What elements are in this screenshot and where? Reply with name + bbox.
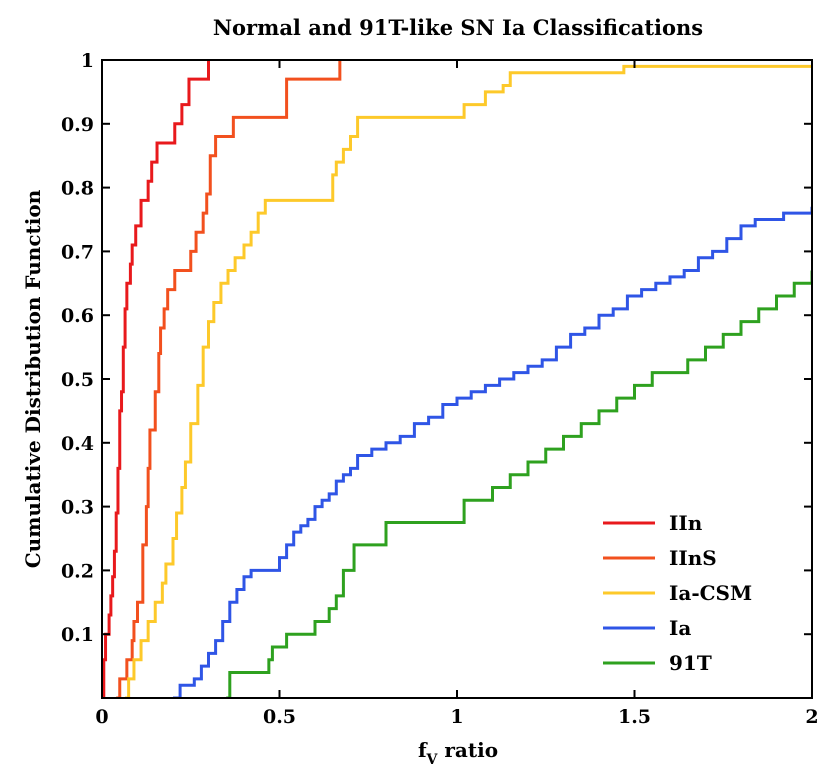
series-line-iins: [116, 60, 342, 698]
y-tick-label: 1: [81, 50, 94, 72]
y-tick-label: 0.3: [61, 497, 94, 519]
x-axis-label-subscript: V: [426, 752, 439, 768]
y-tick-label: 0.9: [61, 114, 94, 136]
series-layer: [102, 60, 812, 698]
axis-ticks: [101, 59, 813, 698]
legend-label-ia: Ia: [669, 616, 691, 640]
legend: IIn IInS Ia-CSM Ia 91T: [603, 511, 752, 675]
y-tick-label: 0.5: [61, 369, 94, 391]
legend-label-iins: IInS: [669, 546, 717, 570]
plot-area: [102, 60, 812, 698]
y-tick-label: 0.2: [61, 560, 94, 582]
series-line-iin: [102, 60, 210, 698]
y-tick-label: 0.1: [61, 624, 94, 646]
x-tick-label: 1.5: [618, 706, 651, 728]
x-tick-label: 0: [95, 706, 108, 728]
chart-title: Normal and 91T-like SN Ia Classification…: [213, 15, 703, 40]
y-tick-label: 0.8: [61, 178, 94, 200]
y-tick-label: 0.7: [61, 241, 94, 263]
legend-label-ia-csm: Ia-CSM: [669, 581, 752, 605]
y-axis-label: Cumulative Distribution Function: [21, 189, 45, 568]
series-line-ia-csm: [125, 64, 812, 698]
y-tick-label: 0.4: [61, 433, 94, 455]
x-axis-label-rest: ratio: [437, 738, 498, 762]
legend-label-91t: 91T: [669, 651, 712, 675]
x-tick-label: 1: [450, 706, 463, 728]
x-axis-label-main: f: [418, 738, 428, 762]
x-tick-label: 2: [805, 706, 818, 728]
x-axis-label: fV ratio: [418, 738, 498, 768]
axis-tick-labels: 0 0.5 1 1.5 2 0.1 0.2 0.3 0.4 0.5 0.6 0.7 0.8 0.9 1: [61, 50, 819, 728]
y-tick-label: 0.6: [61, 305, 94, 327]
legend-label-iin: IIn: [669, 511, 703, 535]
series-line-91t: [226, 270, 812, 698]
x-tick-label: 0.5: [263, 706, 296, 728]
series-line-ia: [173, 206, 812, 698]
